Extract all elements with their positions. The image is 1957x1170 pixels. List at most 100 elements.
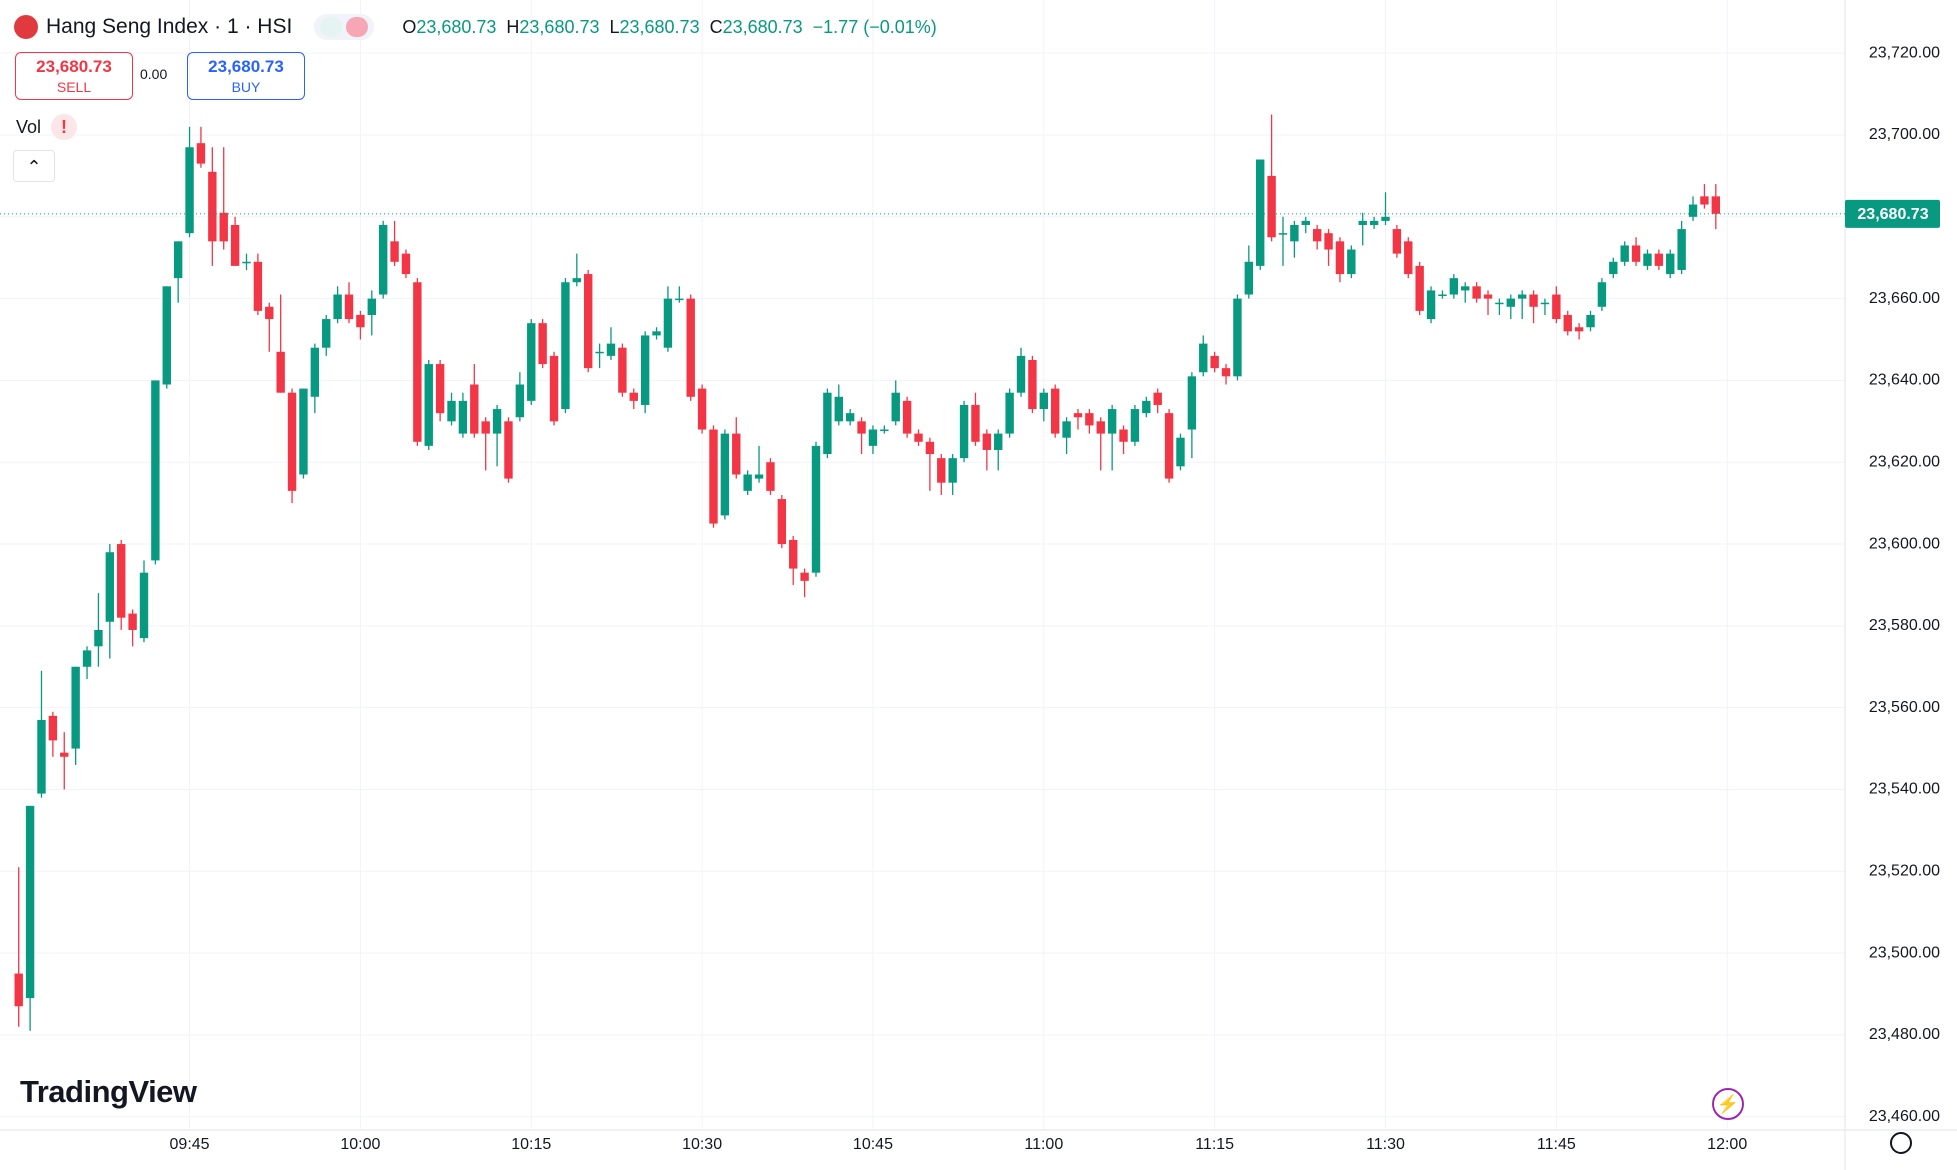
candle-body: [1358, 220, 1367, 225]
candle-body: [162, 286, 171, 385]
candle-body: [527, 323, 536, 401]
candle-body: [1130, 409, 1140, 442]
candle-body: [811, 445, 821, 573]
ohlc-key: O: [402, 16, 417, 37]
candle-body: [1426, 290, 1436, 320]
candle-body: [276, 351, 285, 393]
candle-body: [1574, 327, 1584, 332]
candle-body: [1267, 175, 1276, 238]
candle-body: [14, 973, 23, 1007]
candle-body: [697, 388, 707, 430]
candle-body: [401, 253, 411, 275]
x-tick-label: 11:45: [1537, 1136, 1576, 1153]
candle-body: [1472, 286, 1481, 299]
candle-body: [219, 212, 228, 242]
status-pill[interactable]: [314, 14, 375, 40]
candle-body: [789, 539, 798, 569]
warning-icon[interactable]: !: [51, 114, 78, 140]
candle-body: [424, 364, 433, 446]
candle-body: [652, 331, 661, 336]
candle-body: [117, 544, 126, 618]
candle-body: [151, 380, 160, 561]
candle-body: [1643, 253, 1652, 266]
buy-button[interactable]: 23,680.73 BUY: [187, 52, 305, 100]
y-tick-label: 23,700.00: [1869, 126, 1940, 143]
candle-body: [390, 241, 399, 262]
ohlc-item: H23,680.73: [506, 17, 599, 38]
candle-body: [82, 650, 92, 667]
candle-body: [322, 319, 331, 348]
candle-body: [732, 433, 741, 475]
candle-body: [1016, 355, 1026, 393]
candle-body: [481, 421, 490, 434]
candle-body: [663, 298, 673, 348]
x-tick-label: 10:45: [853, 1136, 893, 1153]
candle-body: [1620, 245, 1629, 262]
candle-body: [1529, 294, 1538, 307]
candle-body: [902, 400, 912, 434]
candle-body: [982, 433, 992, 450]
candle-body: [584, 274, 593, 369]
volume-label: Vol: [16, 116, 42, 137]
last-price-box: [1845, 199, 1940, 228]
candle-body: [1233, 298, 1242, 377]
candle-body: [823, 392, 832, 455]
candle-body: [1597, 282, 1607, 307]
candle-body: [1256, 159, 1265, 266]
candle-body: [367, 298, 376, 315]
y-tick-label: 23,540.00: [1869, 781, 1940, 798]
candle-body: [1369, 220, 1379, 225]
ohlc-value: 23,680.73: [619, 16, 700, 37]
candle-body: [618, 347, 627, 393]
y-tick-label: 23,500.00: [1869, 944, 1940, 961]
candle-body: [891, 392, 900, 422]
candle-body: [1301, 220, 1310, 225]
x-tick-label: 10:15: [511, 1136, 551, 1153]
candle-body: [1290, 224, 1299, 242]
ohlc-item: L23,680.73: [609, 17, 699, 38]
symbol-title[interactable]: Hang Seng Index · 1 · HSI: [46, 15, 293, 38]
sell-button[interactable]: 23,680.73 SELL: [15, 52, 133, 100]
change: −1.77 (−0.01%): [812, 16, 937, 37]
brand-logo[interactable]: TradingView: [20, 1074, 197, 1109]
lightning-icon[interactable]: ⚡: [1712, 1088, 1744, 1120]
candle-body: [1688, 204, 1698, 217]
settings-icon[interactable]: [1890, 1132, 1912, 1154]
candle-body: [470, 384, 479, 434]
candle-body: [538, 323, 547, 365]
candle-body: [766, 462, 775, 491]
candle-body: [253, 261, 263, 311]
candle-body: [1187, 376, 1197, 430]
candle-body: [1096, 421, 1105, 434]
candle-body: [754, 474, 764, 479]
candle-body: [196, 143, 206, 164]
ohlc-value: 23,680.73: [416, 16, 497, 37]
candle-body: [299, 388, 308, 475]
candle-body: [1073, 413, 1083, 418]
ohlc-value: 23,680.73: [519, 16, 600, 37]
candle-body: [1324, 233, 1333, 250]
x-tick-label: 10:30: [682, 1136, 722, 1153]
candle-body: [1119, 429, 1128, 442]
candle-body: [606, 343, 616, 356]
x-tick-label: 11:15: [1195, 1136, 1234, 1153]
candle-body: [185, 147, 194, 234]
candle-body: [834, 396, 843, 422]
candle-body: [675, 298, 684, 301]
candle-body: [1700, 196, 1709, 205]
buy-label: BUY: [231, 79, 261, 95]
candle-body: [208, 171, 217, 242]
collapse-button[interactable]: ⌃: [13, 150, 55, 182]
y-tick-label: 23,520.00: [1869, 863, 1940, 880]
candle-body: [37, 719, 46, 794]
candle-body: [1552, 294, 1561, 320]
ohlc-item: C23,680.73: [710, 17, 803, 38]
y-tick-label: 23,460.00: [1869, 1108, 1940, 1125]
candle-body: [25, 805, 35, 999]
candle-body: [356, 314, 365, 328]
candle-body: [1563, 314, 1572, 332]
candle-body: [1506, 298, 1515, 307]
candle-body: [242, 261, 251, 264]
candle-body: [504, 421, 513, 479]
candle-body: [880, 429, 889, 432]
